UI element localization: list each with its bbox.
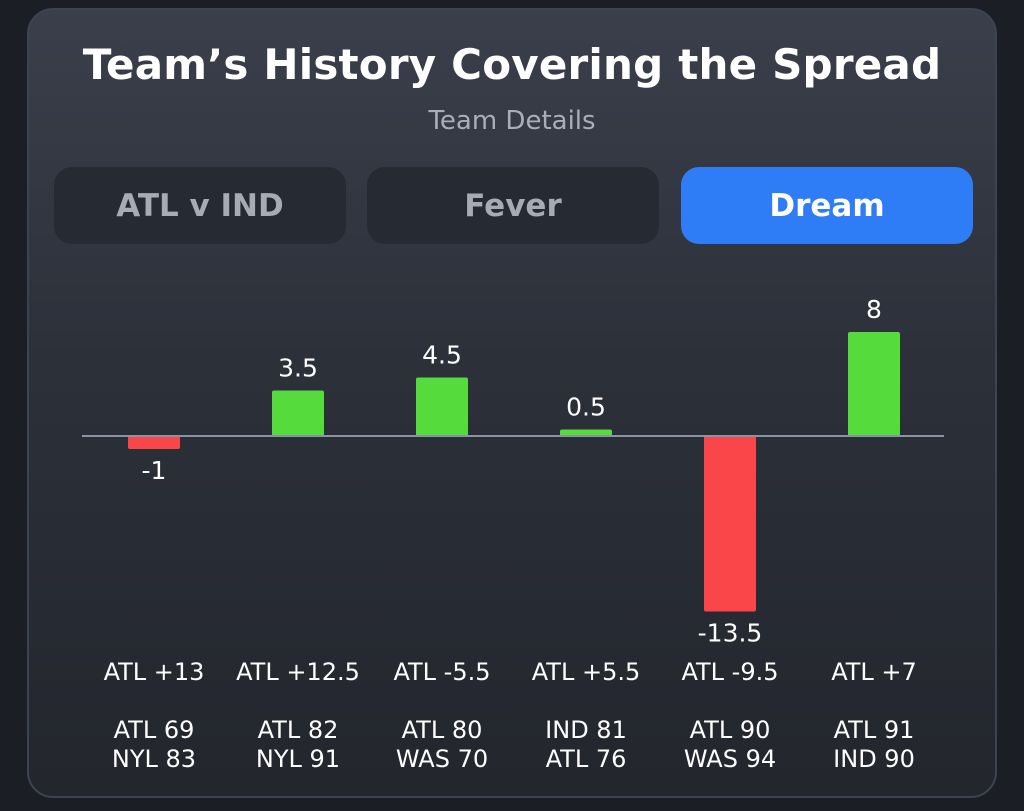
score-line-2-0: ATL 80 (402, 716, 483, 744)
score-line-2-1: WAS 70 (396, 745, 488, 773)
spread-label-5: ATL +7 (831, 658, 917, 686)
score-line-5-0: ATL 91 (834, 716, 915, 744)
score-line-1-1: NYL 91 (256, 745, 340, 773)
score-line-1-0: ATL 82 (258, 716, 339, 744)
chart-card: Team’s History Covering the Spread Team … (27, 8, 997, 798)
tab-matchup[interactable]: ATL v IND (54, 167, 346, 244)
score-line-5-1: IND 90 (833, 745, 915, 773)
chart-title: Team’s History Covering the Spread (82, 40, 942, 89)
data-label-0: -1 (142, 456, 167, 485)
chart-subtitle: Team Details (428, 106, 596, 136)
bar-0 (128, 436, 180, 449)
spread-label-1: ATL +12.5 (236, 658, 360, 686)
score-line-3-1: ATL 76 (546, 745, 627, 773)
spread-label-0: ATL +13 (104, 658, 205, 686)
bar-3 (560, 429, 612, 436)
score-line-0-0: ATL 69 (114, 716, 195, 744)
score-line-4-1: WAS 94 (684, 745, 776, 773)
bar-1 (272, 390, 324, 436)
tab-fever[interactable]: Fever (367, 167, 659, 244)
spread-label-2: ATL -5.5 (393, 658, 490, 686)
bar-5 (848, 332, 900, 436)
score-line-3-0: IND 81 (545, 716, 627, 744)
data-label-5: 8 (866, 295, 882, 324)
data-label-1: 3.5 (278, 354, 318, 383)
score-line-0-1: NYL 83 (112, 745, 196, 773)
spread-label-3: ATL +5.5 (532, 658, 641, 686)
score-line-4-0: ATL 90 (690, 716, 771, 744)
data-label-4: -13.5 (698, 619, 763, 648)
bar-2 (416, 377, 468, 436)
spread-label-4: ATL -9.5 (681, 658, 778, 686)
tab-dream[interactable]: Dream (681, 167, 973, 244)
bar-4 (704, 436, 756, 612)
data-label-2: 4.5 (422, 341, 462, 370)
data-label-3: 0.5 (566, 393, 606, 422)
